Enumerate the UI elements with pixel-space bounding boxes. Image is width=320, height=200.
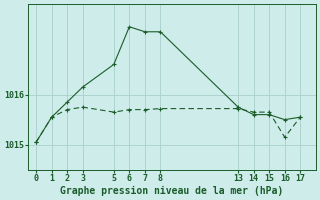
X-axis label: Graphe pression niveau de la mer (hPa): Graphe pression niveau de la mer (hPa) xyxy=(60,186,284,196)
